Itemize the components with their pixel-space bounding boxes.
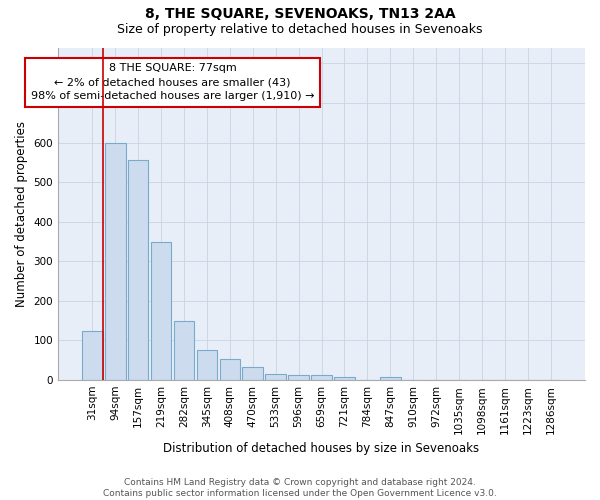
Bar [173, 322, 194, 380]
Bar [242, 367, 263, 380]
Bar [380, 377, 401, 380]
X-axis label: Distribution of detached houses by size in Sevenoaks: Distribution of detached houses by size … [163, 442, 479, 455]
Bar [265, 374, 286, 380]
Text: 8, THE SQUARE, SEVENOAKS, TN13 2AA: 8, THE SQUARE, SEVENOAKS, TN13 2AA [145, 8, 455, 22]
Bar [220, 360, 240, 380]
Bar [197, 350, 217, 380]
Bar [128, 160, 148, 380]
Bar [151, 242, 172, 380]
Bar [311, 375, 332, 380]
Text: 8 THE SQUARE: 77sqm
← 2% of detached houses are smaller (43)
98% of semi-detache: 8 THE SQUARE: 77sqm ← 2% of detached hou… [31, 64, 314, 102]
Y-axis label: Number of detached properties: Number of detached properties [15, 121, 28, 307]
Bar [288, 375, 309, 380]
Bar [82, 330, 103, 380]
Bar [334, 378, 355, 380]
Bar [105, 142, 125, 380]
Text: Contains HM Land Registry data © Crown copyright and database right 2024.
Contai: Contains HM Land Registry data © Crown c… [103, 478, 497, 498]
Text: Size of property relative to detached houses in Sevenoaks: Size of property relative to detached ho… [117, 22, 483, 36]
